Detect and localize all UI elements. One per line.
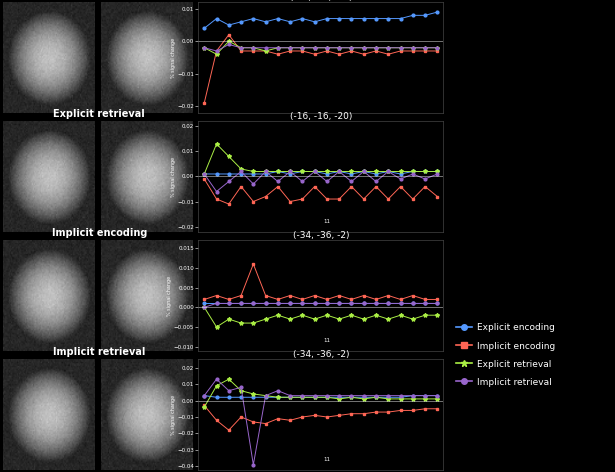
Text: Implicit encoding: Implicit encoding (52, 228, 147, 238)
Title: (-34, -36, -2): (-34, -36, -2) (293, 350, 349, 359)
Title: (-16, -16, -20): (-16, -16, -20) (290, 112, 352, 121)
Y-axis label: % signal change: % signal change (171, 156, 176, 196)
Text: Implicit retrieval: Implicit retrieval (53, 347, 146, 357)
Y-axis label: % signal change: % signal change (171, 395, 176, 435)
Text: 11: 11 (323, 338, 330, 343)
Text: Explicit retrieval: Explicit retrieval (54, 109, 145, 119)
Title: (-36, -16, -14): (-36, -16, -14) (290, 0, 352, 2)
Title: (-34, -36, -2): (-34, -36, -2) (293, 231, 349, 240)
Y-axis label: % signal change: % signal change (167, 276, 172, 316)
Text: 11: 11 (323, 219, 330, 224)
Text: 11: 11 (323, 457, 330, 462)
Y-axis label: % signal change: % signal change (171, 37, 176, 77)
Legend: Explicit encoding, Implicit encoding, Explicit retrieval, Implicit retrieval: Explicit encoding, Implicit encoding, Ex… (454, 322, 557, 388)
